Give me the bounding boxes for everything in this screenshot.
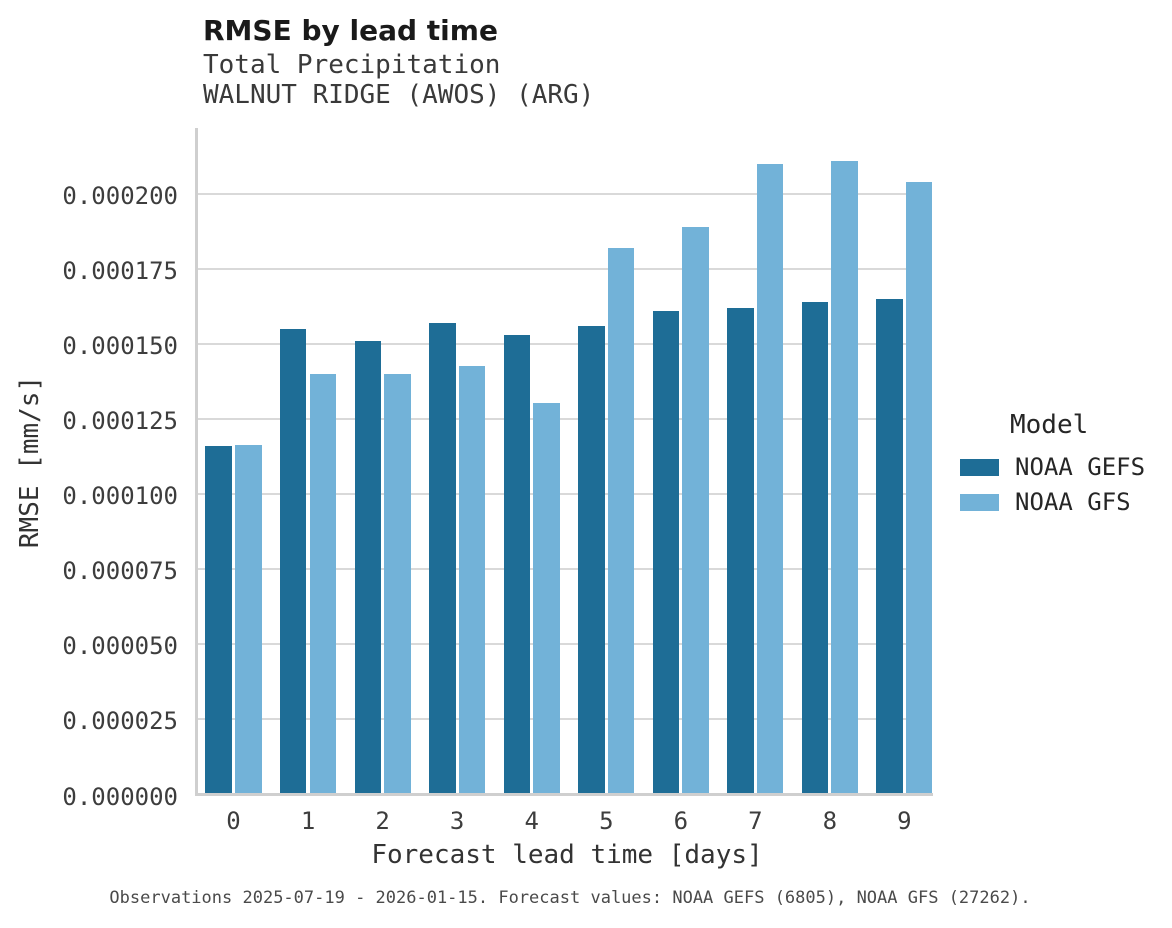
bar-noaa-gefs-lead-3 bbox=[429, 322, 456, 795]
x-tick-label-7: 7 bbox=[748, 807, 763, 835]
x-tick-label-9: 9 bbox=[897, 807, 912, 835]
legend-entry-noaa-gefs: NOAA GEFS bbox=[960, 453, 1145, 481]
footer-caption: Observations 2025-07-19 - 2026-01-15. Fo… bbox=[109, 888, 1031, 908]
y-tick-label-0.000025: 0.000025 bbox=[62, 707, 178, 736]
x-axis-title: Forecast lead time [days] bbox=[371, 840, 763, 870]
bar-noaa-gfs-lead-8 bbox=[831, 160, 858, 795]
bar-noaa-gfs-lead-0 bbox=[235, 444, 262, 795]
grid-line-0.000075 bbox=[197, 568, 931, 571]
bar-noaa-gfs-lead-9 bbox=[905, 181, 933, 795]
y-tick-label-0.000200: 0.000200 bbox=[62, 181, 178, 210]
grid-line-0.000050 bbox=[197, 643, 931, 646]
bar-noaa-gfs-lead-3 bbox=[458, 366, 486, 795]
legend-entry-noaa-gfs: NOAA GFS bbox=[960, 488, 1131, 516]
chart-subtitle-variable: Total Precipitation bbox=[203, 50, 501, 80]
y-tick-label-0.000050: 0.000050 bbox=[62, 632, 178, 661]
bar-noaa-gefs-lead-4 bbox=[503, 334, 531, 795]
grid-line-0.000025 bbox=[197, 718, 931, 721]
bar-noaa-gefs-lead-2 bbox=[354, 340, 382, 795]
grid-line-0.000200 bbox=[197, 192, 931, 195]
bar-noaa-gfs-lead-7 bbox=[756, 163, 784, 795]
x-tick-label-1: 1 bbox=[300, 807, 316, 835]
bar-noaa-gfs-lead-6 bbox=[682, 226, 709, 795]
x-tick-label-2: 2 bbox=[375, 807, 390, 835]
bar-noaa-gfs-lead-2 bbox=[384, 373, 411, 795]
legend-label-noaa-gefs: NOAA GEFS bbox=[1015, 453, 1146, 481]
grid-line-0.000150 bbox=[197, 342, 931, 345]
grid-line-0.000125 bbox=[197, 418, 931, 420]
bar-noaa-gefs-lead-6 bbox=[652, 310, 680, 795]
x-tick-label-5: 5 bbox=[599, 807, 614, 835]
chart-subtitle-station: WALNUT RIDGE (AWOS) (ARG) bbox=[203, 80, 595, 110]
bar-noaa-gfs-lead-4 bbox=[533, 402, 560, 795]
y-tick-label-0.000175: 0.000175 bbox=[62, 256, 178, 285]
bar-noaa-gefs-lead-5 bbox=[578, 325, 605, 795]
grid-line-0.000100 bbox=[197, 493, 931, 496]
bar-noaa-gefs-lead-7 bbox=[727, 307, 754, 795]
legend-swatch-noaa-gefs bbox=[960, 458, 999, 476]
legend-swatch-noaa-gfs bbox=[960, 493, 999, 511]
legend-title: Model bbox=[1010, 410, 1089, 440]
y-axis-spine bbox=[195, 128, 198, 796]
y-tick-label-0.000100: 0.000100 bbox=[62, 482, 178, 511]
y-tick-label-0.000075: 0.000075 bbox=[62, 557, 178, 586]
bar-noaa-gefs-lead-1 bbox=[279, 328, 307, 795]
grid-line-0.000175 bbox=[197, 267, 931, 270]
x-tick-label-8: 8 bbox=[822, 807, 838, 835]
y-tick-label-0.000125: 0.000125 bbox=[62, 407, 178, 435]
y-axis-title: RMSE [mm/s] bbox=[15, 375, 45, 549]
bar-noaa-gefs-lead-9 bbox=[876, 298, 903, 795]
bar-noaa-gfs-lead-5 bbox=[607, 247, 635, 795]
y-tick-label-0.000000: 0.000000 bbox=[62, 782, 178, 811]
y-tick-label-0.000150: 0.000150 bbox=[62, 331, 178, 360]
x-tick-label-4: 4 bbox=[524, 807, 539, 835]
x-tick-label-6: 6 bbox=[673, 807, 689, 835]
x-tick-label-0: 0 bbox=[226, 807, 241, 835]
bar-noaa-gefs-lead-8 bbox=[801, 301, 829, 795]
x-tick-label-3: 3 bbox=[449, 807, 465, 835]
x-axis-spine bbox=[195, 793, 933, 796]
bar-noaa-gefs-lead-0 bbox=[205, 446, 232, 795]
chart-title: RMSE by lead time bbox=[203, 14, 498, 47]
bar-noaa-gfs-lead-1 bbox=[309, 373, 337, 795]
legend-label-noaa-gfs: NOAA GFS bbox=[1015, 488, 1131, 516]
